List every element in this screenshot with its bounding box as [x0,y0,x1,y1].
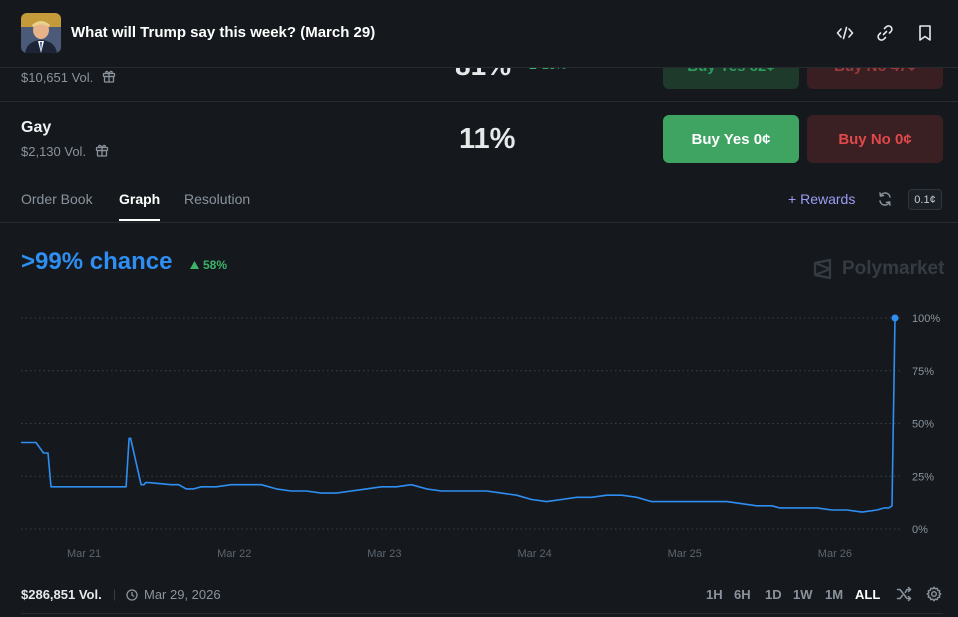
range-1m[interactable]: 1M [825,587,844,602]
polymarket-wordmark: Polymarket [842,258,945,279]
buy-no-button[interactable]: Buy No 0¢ [807,115,943,163]
y-tick-label: 100% [912,313,940,325]
tab-order-book[interactable]: Order Book [21,191,93,207]
chart-footer: $286,851 Vol. | Mar 29, 2026 1H 6H 1D 1W… [0,575,958,617]
rewards-link[interactable]: + Rewards [788,191,855,207]
range-all[interactable]: ALL [855,587,881,602]
total-volume: $286,851 Vol. [21,587,102,602]
outcome-volume: $10,651 Vol. [21,70,94,85]
y-axis-ticks: 0% 25% 50% 75% 100% [912,313,940,536]
x-tick-label: Mar 24 [517,548,551,560]
polymarket-watermark: Polymarket [812,258,944,280]
range-1d[interactable]: 1D [765,587,782,602]
bookmark-icon[interactable] [914,22,936,44]
range-6h[interactable]: 6H [734,587,751,602]
x-tick-label: Mar 21 [67,548,101,560]
price-chart[interactable]: 0% 25% 50% 75% 100% Mar 21 Mar 22 Mar 23 Mar 24… [0,300,958,570]
range-1w[interactable]: 1W [793,587,813,602]
end-date-value: Mar 29, 2026 [144,587,221,602]
refresh-icon[interactable] [877,191,893,212]
footer-divider [21,613,943,614]
chance-change-value: 58% [203,258,228,272]
y-tick-label: 0% [912,524,928,536]
clock-icon [126,588,138,601]
y-tick-label: 50% [912,419,934,431]
settings-gear-icon[interactable] [926,586,942,607]
outcome-name: Gay [21,119,52,136]
y-tick-label: 75% [912,366,934,378]
y-tick-label: 25% [912,471,934,483]
event-title: What will Trump say this week? (March 29… [71,24,376,41]
gift-icon[interactable] [102,69,116,88]
footer-separator: | [113,587,117,601]
series-end-point [891,314,899,322]
detail-tabs: Order Book Graph Resolution + Rewards 0.… [0,181,958,223]
chance-value: >99% chance [21,248,173,275]
buy-yes-button[interactable]: Buy Yes 0¢ [663,115,799,163]
x-axis-ticks: Mar 21 Mar 22 Mar 23 Mar 24 Mar 25 Mar 26 [67,548,852,560]
event-thumbnail [21,13,61,53]
chance-change: 58% [190,258,227,272]
rewards-label: Rewards [800,191,856,207]
shuffle-icon[interactable] [896,586,912,607]
polymarket-logo-icon [813,258,832,280]
x-tick-label: Mar 25 [668,548,702,560]
gift-icon[interactable] [95,143,109,162]
x-tick-label: Mar 26 [818,548,852,560]
series-line [21,317,896,513]
tick-size-badge[interactable]: 0.1¢ [908,189,942,210]
tab-graph[interactable]: Graph [119,191,161,221]
outcome-row-gay[interactable]: Gay $2,130 Vol. 11% Buy Yes 0¢ Buy No 0¢ [0,103,958,175]
event-header: What will Trump say this week? (March 29… [0,0,958,68]
up-triangle-icon [190,261,199,269]
chart-series [21,314,899,513]
end-date: Mar 29, 2026 [126,587,221,602]
plus-icon: + [788,191,797,207]
outcome-volume: $2,130 Vol. [21,144,87,159]
outcome-percent: 11% [459,123,516,155]
link-icon[interactable] [874,22,896,44]
chart-grid [21,317,900,530]
x-tick-label: Mar 23 [367,548,401,560]
embed-code-icon[interactable] [834,22,856,44]
range-1h[interactable]: 1H [706,587,723,602]
x-tick-label: Mar 22 [217,548,251,560]
tab-resolution[interactable]: Resolution [184,191,251,207]
